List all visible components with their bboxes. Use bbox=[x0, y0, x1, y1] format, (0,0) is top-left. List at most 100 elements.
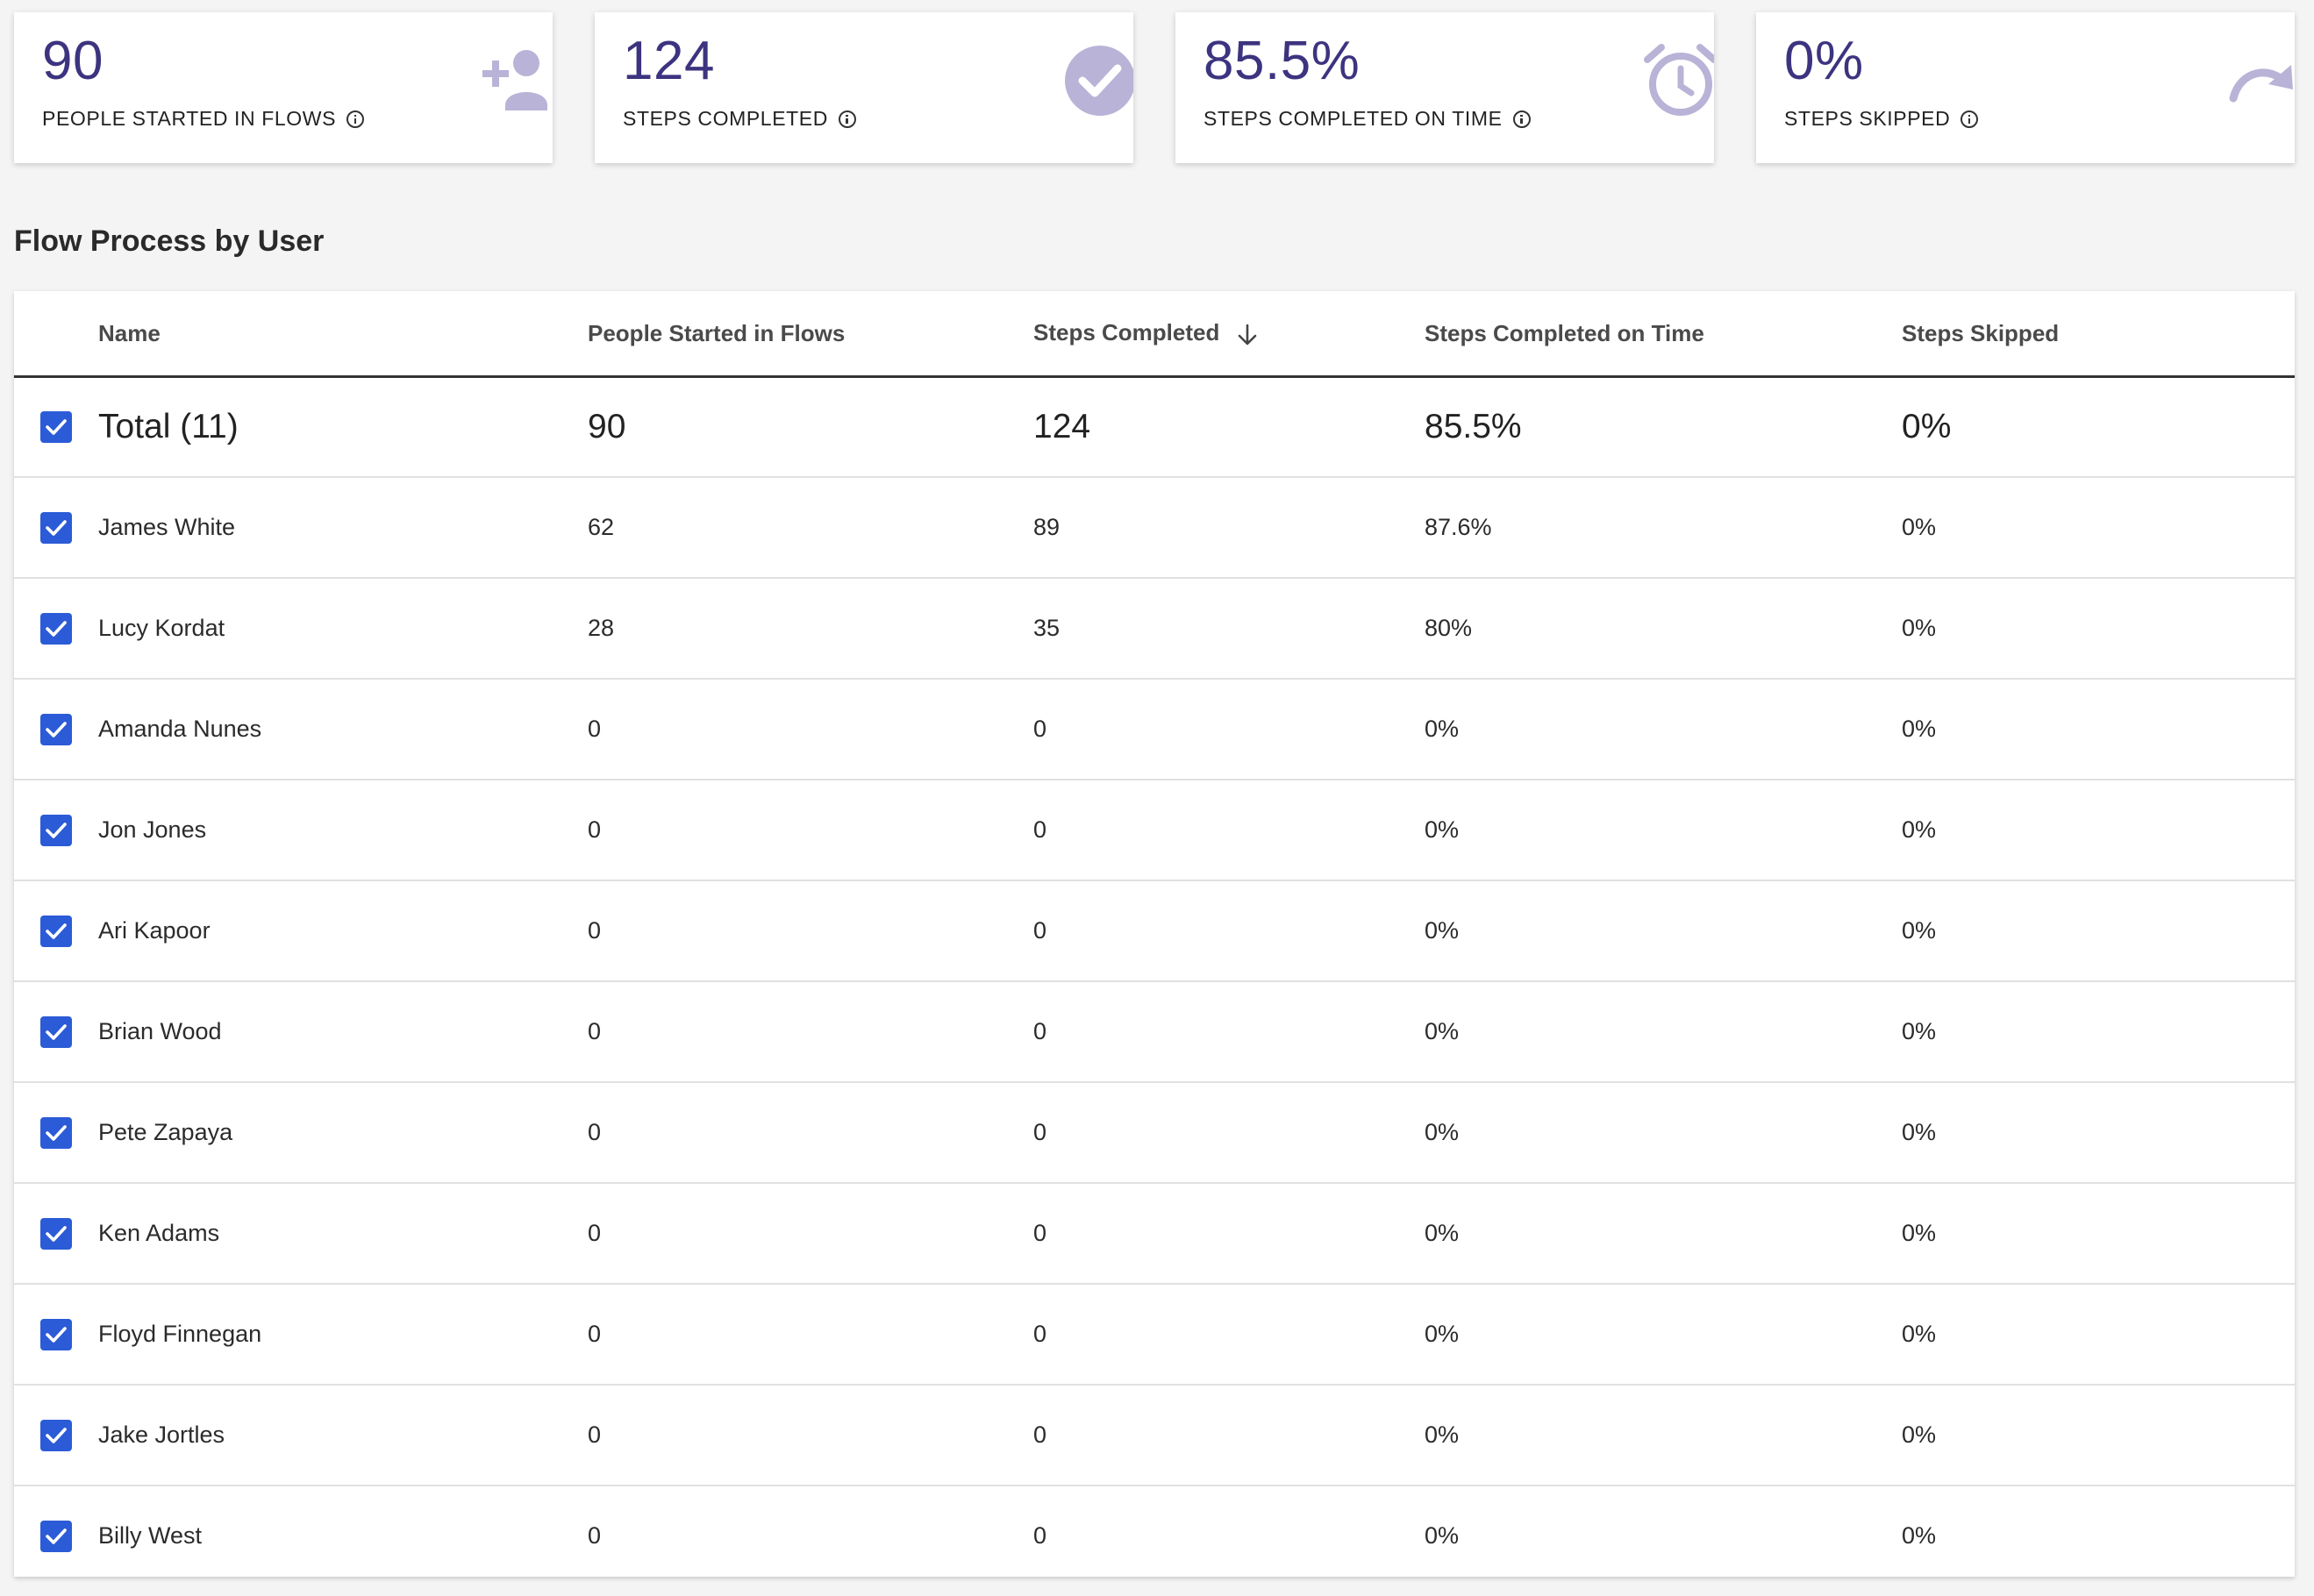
row-skipped: 0% bbox=[1902, 578, 2295, 680]
stat-value: 90 bbox=[42, 31, 104, 91]
checkmark-icon bbox=[46, 1023, 67, 1040]
checkmark-icon bbox=[46, 620, 67, 637]
stat-label-text: STEPS SKIPPED bbox=[1784, 107, 1951, 130]
row-name: Amanda Nunes bbox=[98, 679, 588, 780]
row-steps: 0 bbox=[1033, 981, 1425, 1083]
header-steps-completed-label: Steps Completed bbox=[1033, 319, 1220, 346]
total-name: Total (11) bbox=[98, 376, 588, 478]
row-ontime: 87.6% bbox=[1425, 477, 1902, 579]
info-icon[interactable] bbox=[1512, 110, 1531, 128]
row-started: 0 bbox=[588, 1082, 1033, 1184]
row-checkbox[interactable] bbox=[40, 713, 72, 745]
header-steps-skipped[interactable]: Steps Skipped bbox=[1902, 291, 2295, 378]
checkmark-icon bbox=[46, 1124, 67, 1141]
row-skipped: 0% bbox=[1902, 679, 2295, 780]
row-steps: 0 bbox=[1033, 780, 1425, 881]
row-checkbox[interactable] bbox=[40, 612, 72, 645]
header-steps-on-time[interactable]: Steps Completed on Time bbox=[1425, 291, 1902, 378]
row-checkbox[interactable] bbox=[40, 814, 72, 846]
stat-value: 124 bbox=[623, 31, 715, 91]
row-skipped: 0% bbox=[1902, 1385, 2295, 1486]
total-started: 90 bbox=[588, 376, 1033, 478]
row-ontime: 0% bbox=[1425, 1082, 1902, 1184]
row-skipped: 0% bbox=[1902, 1183, 2295, 1285]
redo-arrow-icon bbox=[2229, 65, 2293, 103]
stats-row: 90 PEOPLE STARTED IN FLOWS 124 STEPS COM… bbox=[14, 12, 2295, 163]
row-steps: 0 bbox=[1033, 880, 1425, 982]
checkmark-icon bbox=[46, 721, 67, 737]
row-checkbox[interactable] bbox=[40, 1217, 72, 1250]
section-title: Flow Process by User bbox=[14, 224, 325, 258]
row-started: 0 bbox=[588, 679, 1033, 780]
table-row: James White 62 89 87.6% 0% bbox=[14, 477, 2295, 579]
row-name: Brian Wood bbox=[98, 981, 588, 1083]
header-steps-completed[interactable]: Steps Completed bbox=[1033, 291, 1425, 378]
stat-label-text: PEOPLE STARTED IN FLOWS bbox=[42, 107, 337, 130]
total-row: Total (11) 90 124 85.5% 0% bbox=[14, 376, 2295, 478]
row-started: 0 bbox=[588, 1522, 602, 1549]
table-row: Jon Jones 0 0 0% 0% bbox=[14, 780, 2295, 881]
row-ontime: 0% bbox=[1425, 981, 1902, 1083]
header-checkbox-cell bbox=[14, 291, 98, 378]
row-started: 0 bbox=[588, 880, 1033, 982]
stat-label-text: STEPS COMPLETED ON TIME bbox=[1203, 107, 1503, 130]
row-ontime: 0% bbox=[1425, 780, 1902, 881]
total-checkbox[interactable] bbox=[40, 411, 72, 443]
table-row: Floyd Finnegan 0 0 0% 0% bbox=[14, 1284, 2295, 1386]
row-checkbox[interactable] bbox=[40, 1419, 72, 1451]
row-skipped: 0% bbox=[1902, 780, 2295, 881]
checkmark-icon bbox=[46, 923, 67, 939]
flow-process-table: Name People Started in Flows Steps Compl… bbox=[14, 291, 2295, 1577]
total-skipped: 0% bbox=[1902, 376, 2295, 478]
info-icon[interactable] bbox=[346, 110, 365, 128]
row-started: 0 bbox=[588, 1284, 1033, 1386]
alarm-clock-icon bbox=[1644, 44, 1714, 116]
info-icon[interactable] bbox=[1960, 110, 1979, 128]
row-skipped: 0% bbox=[1902, 477, 2295, 579]
row-skipped: 0% bbox=[1902, 1082, 2295, 1184]
row-name: Lucy Kordat bbox=[98, 578, 588, 680]
table-row: Billy West 0 0 0% 0% bbox=[14, 1486, 2295, 1585]
row-steps: 35 bbox=[1033, 578, 1425, 680]
stat-card-steps-completed: 124 STEPS COMPLETED bbox=[595, 12, 1133, 163]
row-name: Floyd Finnegan bbox=[98, 1284, 588, 1386]
sort-descending-icon[interactable] bbox=[1235, 323, 1260, 347]
row-name: Ken Adams bbox=[98, 1183, 588, 1285]
row-started: 0 bbox=[588, 780, 1033, 881]
stat-label: STEPS COMPLETED bbox=[623, 107, 856, 131]
info-icon[interactable] bbox=[838, 110, 856, 128]
row-started: 0 bbox=[588, 1385, 1033, 1486]
row-checkbox[interactable] bbox=[40, 915, 72, 947]
header-name[interactable]: Name bbox=[98, 291, 588, 378]
row-checkbox[interactable] bbox=[40, 1015, 72, 1048]
header-people-started[interactable]: People Started in Flows bbox=[588, 291, 1033, 378]
row-steps: 0 bbox=[1033, 1183, 1425, 1285]
check-circle-icon bbox=[1065, 46, 1133, 116]
row-name: Billy West bbox=[98, 1522, 203, 1549]
checkmark-icon bbox=[46, 1326, 67, 1343]
row-checkbox[interactable] bbox=[40, 1520, 72, 1552]
checkmark-icon bbox=[46, 1528, 67, 1544]
stat-card-steps-on-time: 85.5% STEPS COMPLETED ON TIME bbox=[1175, 12, 1714, 163]
row-started: 0 bbox=[588, 1183, 1033, 1285]
row-steps: 0 bbox=[1033, 1082, 1425, 1184]
row-steps: 89 bbox=[1033, 477, 1425, 579]
row-ontime: 0% bbox=[1425, 1522, 1460, 1549]
table-row: Lucy Kordat 28 35 80% 0% bbox=[14, 578, 2295, 680]
total-steps: 124 bbox=[1033, 376, 1425, 478]
row-checkbox[interactable] bbox=[40, 1116, 72, 1149]
row-steps: 0 bbox=[1033, 1284, 1425, 1386]
row-ontime: 0% bbox=[1425, 1385, 1902, 1486]
row-checkbox[interactable] bbox=[40, 511, 72, 544]
checkmark-icon bbox=[46, 519, 67, 536]
row-name: Pete Zapaya bbox=[98, 1082, 588, 1184]
row-ontime: 80% bbox=[1425, 578, 1902, 680]
row-checkbox[interactable] bbox=[40, 1318, 72, 1350]
table-row: Ken Adams 0 0 0% 0% bbox=[14, 1183, 2295, 1285]
row-steps: 0 bbox=[1033, 679, 1425, 780]
checkmark-icon bbox=[46, 822, 67, 838]
table-row: Pete Zapaya 0 0 0% 0% bbox=[14, 1082, 2295, 1184]
row-skipped: 0% bbox=[1902, 880, 2295, 982]
row-skipped: 0% bbox=[1902, 1284, 2295, 1386]
row-skipped: 0% bbox=[1902, 1522, 1937, 1549]
